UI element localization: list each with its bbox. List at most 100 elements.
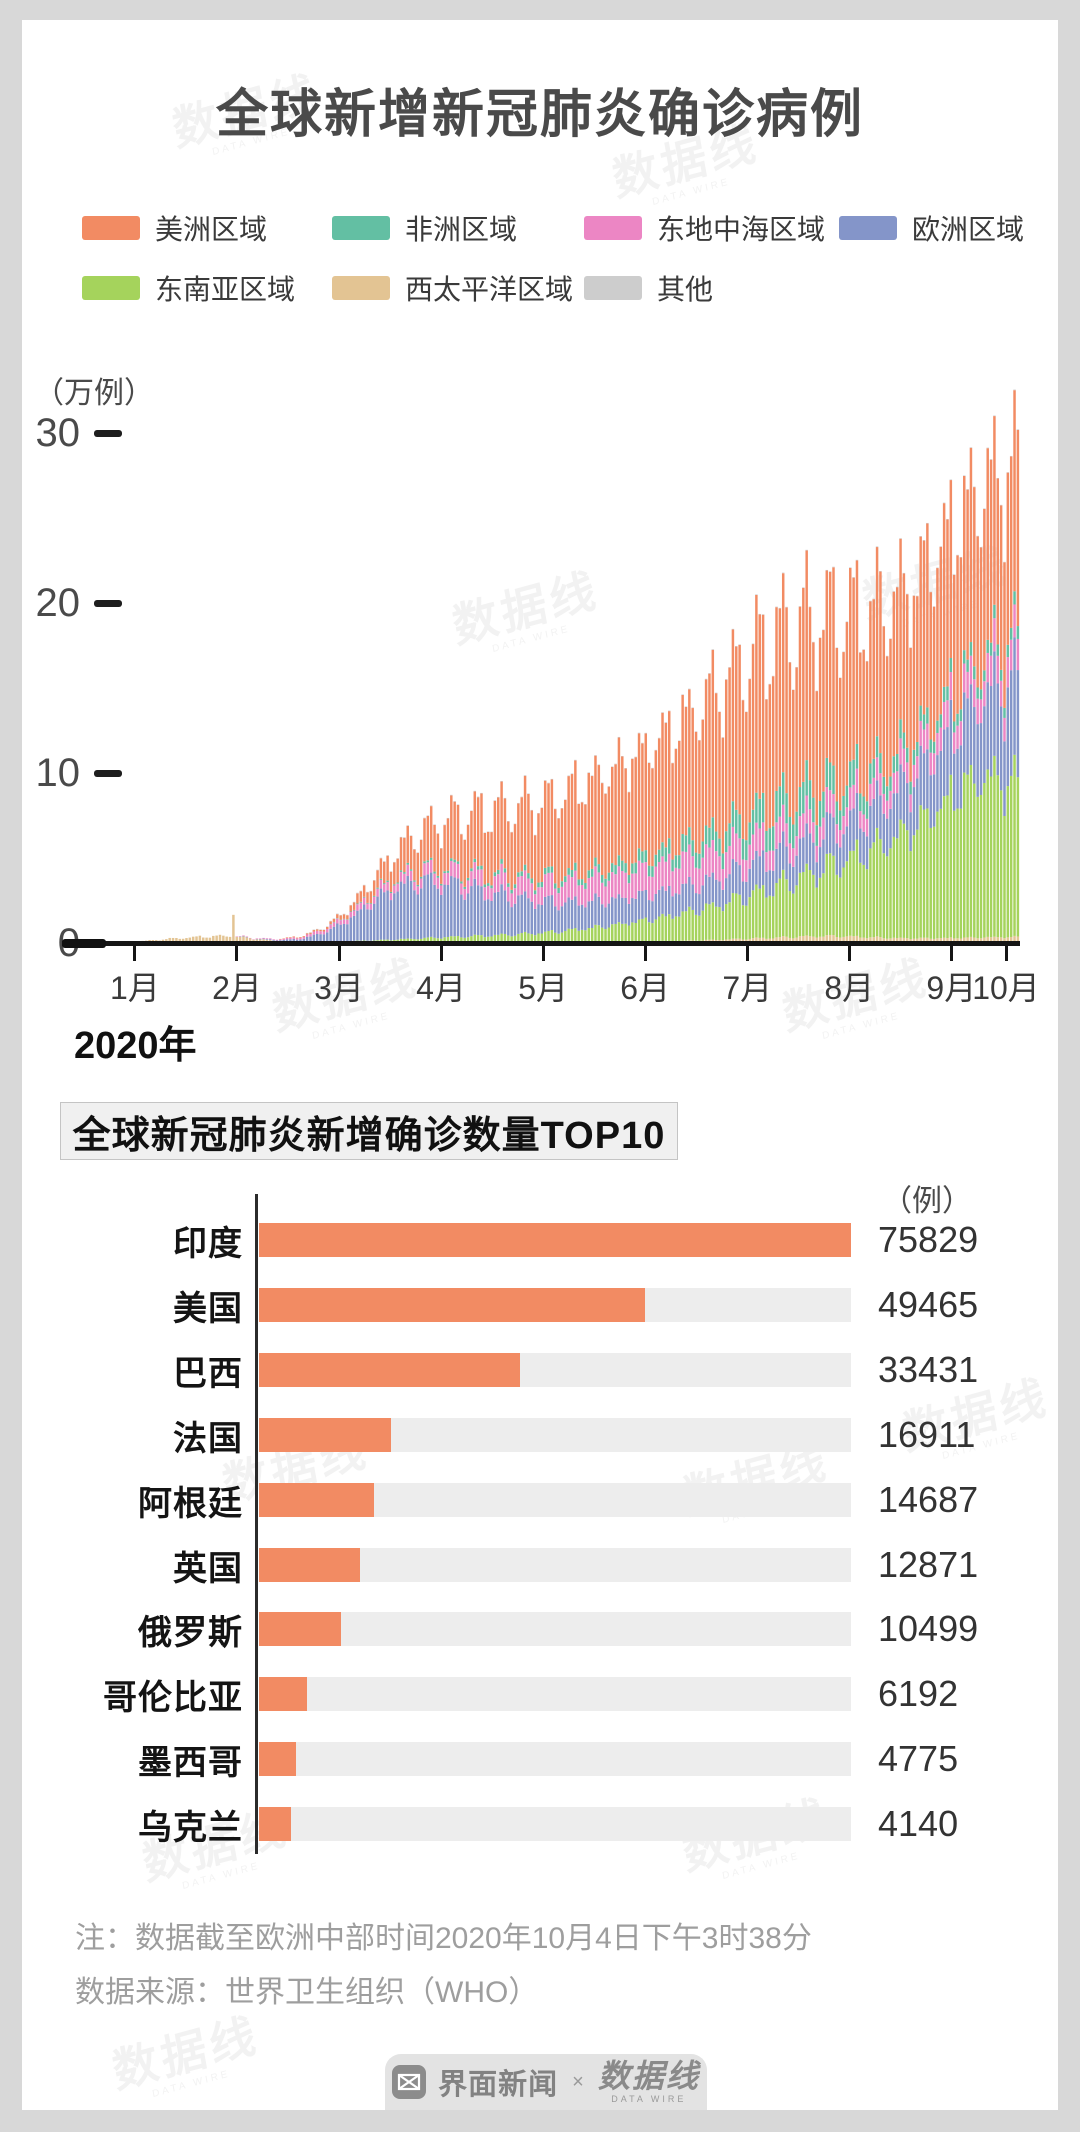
stacked-bar-segment	[212, 935, 215, 943]
legend-swatch	[82, 276, 140, 300]
stacked-bar-segment	[963, 772, 966, 938]
x-month-label: 4月	[416, 970, 466, 1006]
stacked-bar-segment	[976, 698, 979, 725]
stacked-bar-segment	[869, 600, 872, 602]
stacked-bar-segment	[838, 830, 842, 848]
stacked-bar-segment	[798, 936, 802, 943]
stacked-bar-segment	[429, 857, 433, 860]
stacked-bar-segment	[510, 936, 513, 943]
stacked-bar-segment	[983, 670, 986, 682]
stacked-bar-segment	[399, 836, 403, 838]
stacked-bar-segment	[788, 817, 792, 844]
stacked-bar-segment	[916, 756, 919, 779]
stacked-bar-segment	[949, 658, 953, 672]
stacked-bar-segment	[356, 904, 359, 911]
stacked-bar-segment	[396, 882, 399, 884]
stacked-bar-segment	[262, 938, 265, 940]
stacked-bar-segment	[517, 933, 520, 942]
stacked-bar-segment	[828, 853, 832, 935]
stacked-bar-segment	[855, 839, 859, 936]
stacked-bar-segment	[460, 937, 463, 942]
top10-bar-fill	[259, 1742, 297, 1776]
stacked-bar-segment	[939, 750, 943, 809]
stacked-bar-segment	[855, 768, 859, 794]
stacked-bar-segment	[728, 667, 731, 668]
stacked-bar-segment	[718, 838, 721, 857]
stacked-bar-segment	[550, 866, 554, 873]
stacked-bar-segment	[741, 700, 745, 839]
stacked-bar-segment	[714, 851, 718, 880]
stacked-bar-segment	[513, 824, 517, 885]
stacked-bar-segment	[986, 448, 989, 640]
stacked-bar-segment	[433, 871, 436, 874]
stacked-bar-segment	[463, 937, 466, 942]
stacked-bar-segment	[305, 934, 309, 937]
top10-value: 12871	[878, 1544, 979, 1585]
stacked-bar-segment	[956, 938, 959, 943]
stacked-bar-segment	[567, 775, 570, 777]
stacked-bar-segment	[946, 795, 949, 939]
stacked-bar-segment	[805, 760, 808, 796]
stacked-bar-segment	[419, 839, 423, 877]
top10-row: 巴西 33431	[22, 1338, 978, 1402]
stacked-bar-segment	[269, 939, 272, 941]
stacked-bar-segment	[724, 679, 728, 680]
stacked-bar-segment	[973, 937, 976, 943]
stacked-bar-segment	[842, 936, 845, 943]
stacked-bar-segment	[805, 549, 808, 551]
stacked-bar-segment	[973, 679, 976, 708]
stacked-bar-segment	[600, 904, 604, 928]
stacked-bar-segment	[771, 938, 775, 943]
stacked-bar-segment	[436, 938, 440, 942]
stacked-bar-segment	[473, 862, 477, 879]
stacked-bar-segment	[1013, 935, 1016, 943]
stacked-bar-segment	[490, 900, 493, 937]
stacked-bar-segment	[315, 934, 319, 942]
stacked-bar-segment	[664, 916, 668, 942]
stacked-bar-segment	[349, 905, 352, 912]
stacked-bar-segment	[587, 772, 591, 871]
stacked-bar-segment	[731, 629, 735, 802]
stacked-bar-segment	[476, 797, 480, 867]
stacked-bar-segment	[450, 795, 453, 859]
stacked-bar-segment	[1006, 644, 1010, 658]
stacked-bar-segment	[959, 745, 963, 809]
stacked-bar-segment	[527, 878, 530, 899]
stacked-bar-segment	[362, 897, 366, 905]
stacked-bar-segment	[808, 870, 812, 937]
stacked-bar-segment	[942, 701, 946, 730]
stacked-bar-segment	[554, 932, 557, 942]
stacked-bar-segment	[785, 879, 788, 937]
legend-swatch	[584, 216, 642, 240]
stacked-bar-segment	[627, 925, 631, 942]
stacked-bar-segment	[916, 778, 919, 830]
stacked-bar-segment	[741, 905, 745, 940]
stacked-bar-segment	[543, 931, 547, 942]
stacked-bar-segment	[728, 902, 731, 940]
x-month-label: 1月	[110, 970, 160, 1006]
stacked-bar-segment	[631, 758, 634, 864]
stacked-bar-segment	[832, 817, 835, 856]
stacked-bar-segment	[647, 865, 651, 877]
stacked-bar-segment	[882, 776, 886, 794]
stacked-bar-segment	[728, 874, 731, 903]
stacked-bar-segment	[476, 885, 480, 936]
stacked-bar-segment	[490, 832, 493, 886]
stacked-bar-segment	[523, 931, 527, 942]
stacked-bar-segment	[671, 763, 674, 860]
stacked-bar-segment	[621, 871, 624, 898]
stacked-bar-segment	[222, 935, 225, 943]
stacked-bar-segment	[724, 831, 728, 853]
stacked-bar-segment	[1006, 472, 1010, 645]
stacked-bar-segment	[285, 939, 289, 942]
top10-bar-track	[259, 1807, 851, 1841]
stacked-bar-segment	[376, 869, 379, 871]
stacked-bar-segment	[483, 884, 487, 888]
stacked-bar-segment	[527, 933, 530, 942]
stacked-bar-segment	[470, 886, 473, 937]
stacked-bar-segment	[765, 938, 768, 943]
stacked-bar-segment	[326, 926, 329, 929]
stacked-bar-segment	[533, 890, 537, 895]
stacked-bar-segment	[587, 901, 591, 929]
stacked-bar-segment	[922, 540, 926, 541]
